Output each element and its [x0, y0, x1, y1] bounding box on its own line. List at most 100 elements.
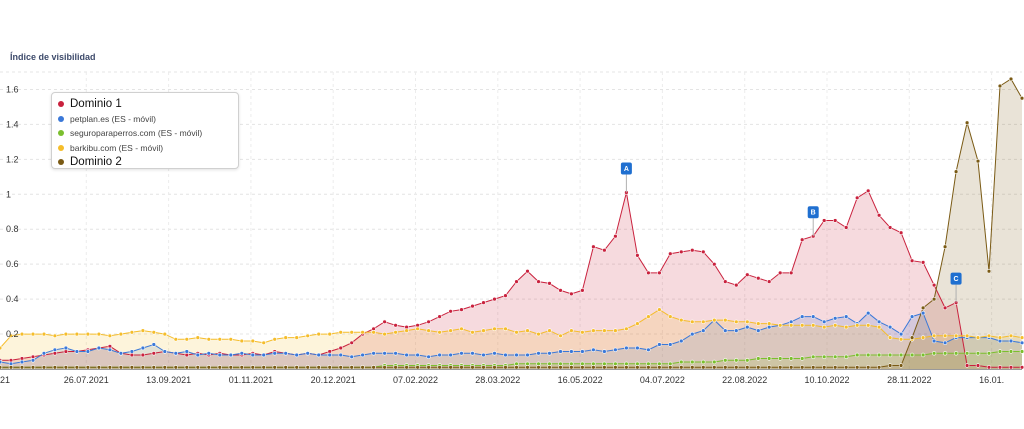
point-barkibu-com-es-m-vil: [503, 326, 508, 331]
point-petplan-es-es-m-vil: [129, 349, 135, 354]
legend-item-barkibu-com-es-m-vil[interactable]: barkibu.com (ES - móvil): [58, 141, 238, 156]
point-dominio-2: [52, 365, 58, 370]
point-petplan-es-es-m-vil: [832, 316, 838, 321]
x-tick-label: 28.03.2022: [475, 375, 520, 385]
point-barkibu-com-es-m-vil: [118, 331, 124, 337]
point-petplan-es-es-m-vil: [547, 351, 552, 356]
point-petplan-es-es-m-vil: [898, 331, 904, 337]
point-petplan-es-es-m-vil: [151, 342, 157, 347]
point-dominio-2: [810, 365, 816, 370]
point-dominio-2: [547, 365, 552, 370]
point-petplan-es-es-m-vil: [1008, 338, 1014, 344]
point-seguroparaperros-com-es-m-vil: [920, 352, 926, 358]
point-barkibu-com-es-m-vil: [107, 333, 113, 338]
point-dominio-2: [85, 365, 91, 370]
point-petplan-es-es-m-vil: [920, 310, 926, 316]
point-barkibu-com-es-m-vil: [382, 331, 387, 337]
point-dominio-1: [382, 319, 387, 324]
point-barkibu-com-es-m-vil: [239, 338, 245, 344]
point-dominio-2: [371, 365, 376, 370]
point-petplan-es-es-m-vil: [228, 352, 234, 358]
point-barkibu-com-es-m-vil: [547, 328, 552, 333]
point-dominio-2: [898, 363, 904, 368]
point-dominio-2: [140, 365, 146, 370]
point-seguroparaperros-com-es-m-vil: [701, 359, 706, 365]
point-dominio-2: [448, 365, 453, 370]
point-dominio-1: [756, 276, 761, 281]
point-dominio-2: [525, 365, 530, 370]
point-barkibu-com-es-m-vil: [734, 319, 739, 324]
point-dominio-1: [426, 319, 431, 324]
point-barkibu-com-es-m-vil: [876, 324, 882, 330]
point-dominio-2: [1019, 96, 1024, 101]
point-petplan-es-es-m-vil: [162, 349, 168, 354]
point-dominio-2: [887, 363, 893, 368]
point-petplan-es-es-m-vil: [723, 328, 728, 333]
legend-item-dominio-2[interactable]: Dominio 2: [58, 155, 238, 170]
point-dominio-2: [283, 365, 288, 370]
legend-marker-icon: [58, 159, 64, 166]
point-dominio-2: [975, 158, 981, 164]
point-dominio-2: [217, 365, 223, 370]
point-dominio-1: [140, 352, 146, 358]
point-petplan-es-es-m-vil: [624, 345, 629, 351]
point-petplan-es-es-m-vil: [909, 314, 915, 319]
point-petplan-es-es-m-vil: [635, 345, 640, 351]
point-barkibu-com-es-m-vil: [52, 333, 58, 338]
point-barkibu-com-es-m-vil: [404, 328, 409, 333]
point-petplan-es-es-m-vil: [96, 345, 102, 351]
y-tick-label: 0.4: [6, 294, 19, 304]
point-seguroparaperros-com-es-m-vil: [821, 354, 827, 359]
point-barkibu-com-es-m-vil: [151, 330, 157, 335]
point-barkibu-com-es-m-vil: [701, 319, 706, 324]
point-dominio-2: [173, 365, 179, 370]
point-petplan-es-es-m-vil: [810, 314, 816, 319]
point-seguroparaperros-com-es-m-vil: [843, 354, 849, 359]
y-tick-label: 1: [6, 189, 11, 199]
point-barkibu-com-es-m-vil: [843, 324, 849, 330]
legend-item-seguroparaperros-com-es-m-vil[interactable]: seguroparaperros.com (ES - móvil): [58, 126, 238, 141]
point-petplan-es-es-m-vil: [41, 351, 47, 356]
point-dominio-1: [1008, 365, 1014, 370]
point-barkibu-com-es-m-vil: [184, 337, 190, 342]
point-dominio-2: [558, 365, 563, 370]
point-petplan-es-es-m-vil: [756, 328, 761, 333]
point-petplan-es-es-m-vil: [360, 352, 365, 358]
point-dominio-2: [788, 365, 794, 370]
point-dominio-1: [723, 279, 728, 284]
point-barkibu-com-es-m-vil: [558, 333, 563, 338]
point-barkibu-com-es-m-vil: [788, 323, 794, 328]
point-dominio-2: [195, 365, 201, 370]
x-tick-label: 21: [0, 375, 10, 385]
point-petplan-es-es-m-vil: [525, 352, 530, 358]
point-dominio-2: [712, 365, 717, 370]
legend-item-dominio-1[interactable]: Dominio 1: [58, 97, 238, 112]
y-tick-label: 0.6: [6, 259, 19, 269]
point-petplan-es-es-m-vil: [734, 328, 739, 333]
point-dominio-2: [8, 365, 14, 370]
point-dominio-1: [734, 282, 739, 288]
legend-item-petplan-es-es-m-vil[interactable]: petplan.es (ES - móvil): [58, 112, 238, 127]
point-dominio-1: [986, 365, 992, 370]
point-seguroparaperros-com-es-m-vil: [1008, 349, 1014, 354]
point-dominio-2: [393, 365, 398, 370]
point-dominio-2: [635, 365, 640, 370]
point-barkibu-com-es-m-vil: [283, 335, 288, 340]
point-dominio-1: [865, 188, 871, 194]
point-dominio-1: [646, 270, 651, 276]
point-petplan-es-es-m-vil: [887, 324, 893, 330]
point-dominio-1: [151, 351, 157, 356]
y-tick-label: 0.8: [6, 224, 19, 234]
point-seguroparaperros-com-es-m-vil: [964, 351, 970, 356]
point-dominio-2: [920, 305, 926, 311]
point-dominio-2: [162, 365, 168, 370]
point-barkibu-com-es-m-vil: [19, 331, 25, 337]
point-barkibu-com-es-m-vil: [986, 333, 992, 338]
point-petplan-es-es-m-vil: [481, 352, 486, 358]
x-tick-label: 22.08.2022: [722, 375, 767, 385]
area-dominio-2: [0, 79, 1022, 369]
legend-label: Dominio 2: [70, 156, 122, 169]
point-petplan-es-es-m-vil: [206, 351, 212, 356]
point-petplan-es-es-m-vil: [0, 359, 3, 365]
